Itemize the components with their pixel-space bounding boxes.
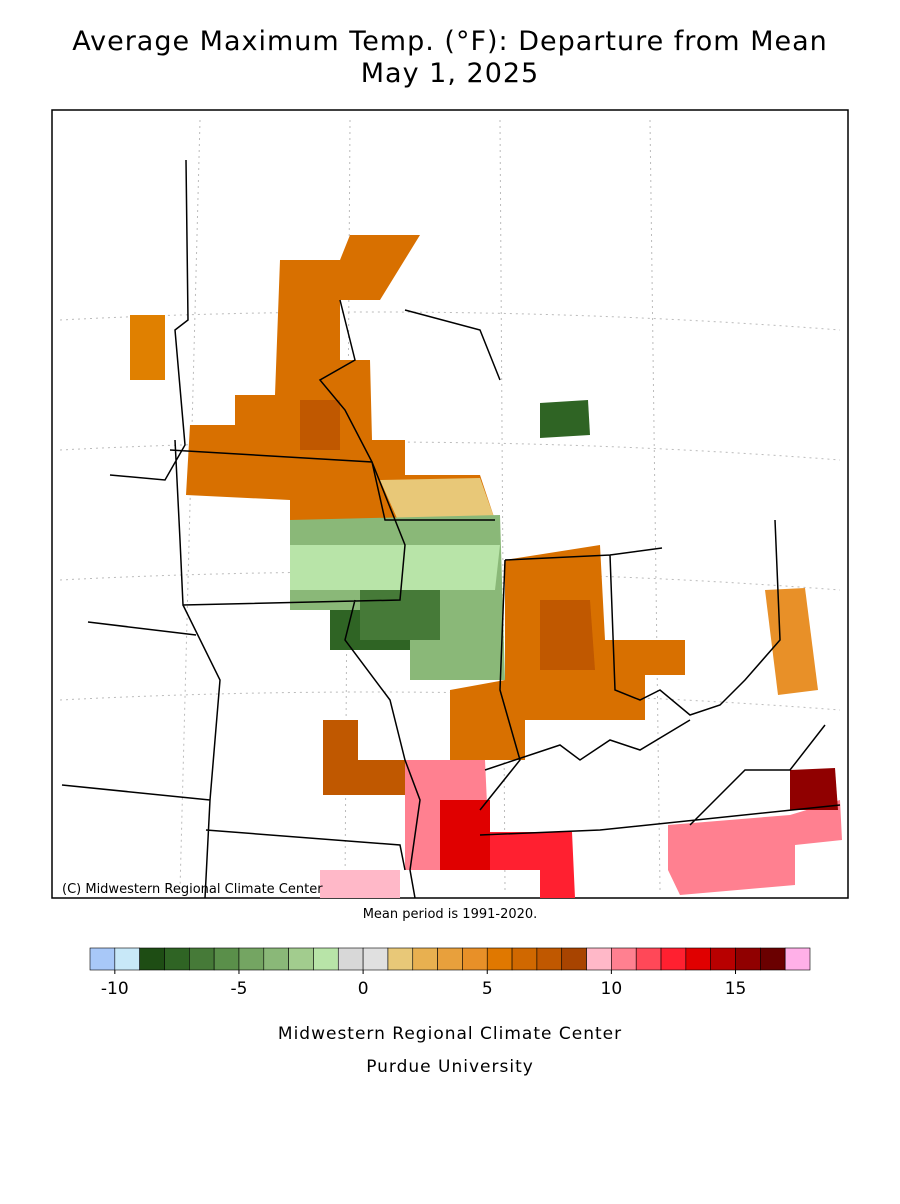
colorbar-bin: [213, 947, 240, 971]
colorbar-bin: [784, 947, 811, 971]
colorbar-tick-label: -10: [101, 979, 129, 999]
colorbar-tick-label: 10: [601, 979, 623, 999]
credit: (C) Midwestern Regional Climate Center: [62, 882, 323, 897]
colorbar-bin: [462, 947, 488, 971]
date: May 1, 2025: [361, 58, 539, 89]
colorbar-bin: [263, 947, 289, 971]
colorbar-bin: [412, 947, 438, 971]
colorbar-tick-label: -5: [230, 979, 247, 999]
colorbar-bin: [189, 947, 215, 971]
colorbar-bin: [337, 947, 364, 971]
colorbar-bin: [486, 947, 513, 971]
colorbar-bin: [511, 947, 538, 971]
colorbar-bin: [89, 947, 116, 971]
colorbar-bin: [685, 947, 711, 971]
colorbar-bin: [288, 947, 314, 971]
colorbar: -10 -5 0 5 10 15: [89, 947, 811, 999]
colorbar-bin: [437, 947, 463, 971]
mean-period: Mean period is 1991-2020.: [363, 907, 538, 922]
colorbar-bin: [313, 947, 339, 971]
colorbar-bin: [710, 947, 736, 971]
colorbar-bin: [362, 947, 389, 971]
colorbar-bin: [760, 947, 786, 971]
colorbar-bin: [139, 947, 165, 971]
colorbar-bin: [164, 947, 190, 971]
colorbar-bin: [611, 947, 637, 971]
colorbar-tick-label: 5: [482, 979, 493, 999]
footer-univ: Purdue University: [366, 1057, 534, 1077]
colorbar-tick-label: 15: [725, 979, 747, 999]
colorbar-bin: [635, 947, 662, 971]
colorbar-bin: [238, 947, 265, 971]
title: Average Maximum Temp. (°F): Departure fr…: [72, 26, 828, 57]
colorbar-bin: [387, 947, 414, 971]
colorbar-bin: [735, 947, 761, 971]
colorbar-bin: [114, 947, 140, 971]
map: (C) Midwestern Regional Climate Center: [51, 109, 849, 899]
colorbar-bin: [586, 947, 612, 971]
colorbar-tick-label: 0: [358, 979, 369, 999]
colorbar-bin: [561, 947, 587, 971]
footer-org: Midwestern Regional Climate Center: [278, 1024, 622, 1044]
colorbar-bin: [536, 947, 563, 971]
colorbar-bin: [660, 947, 687, 971]
